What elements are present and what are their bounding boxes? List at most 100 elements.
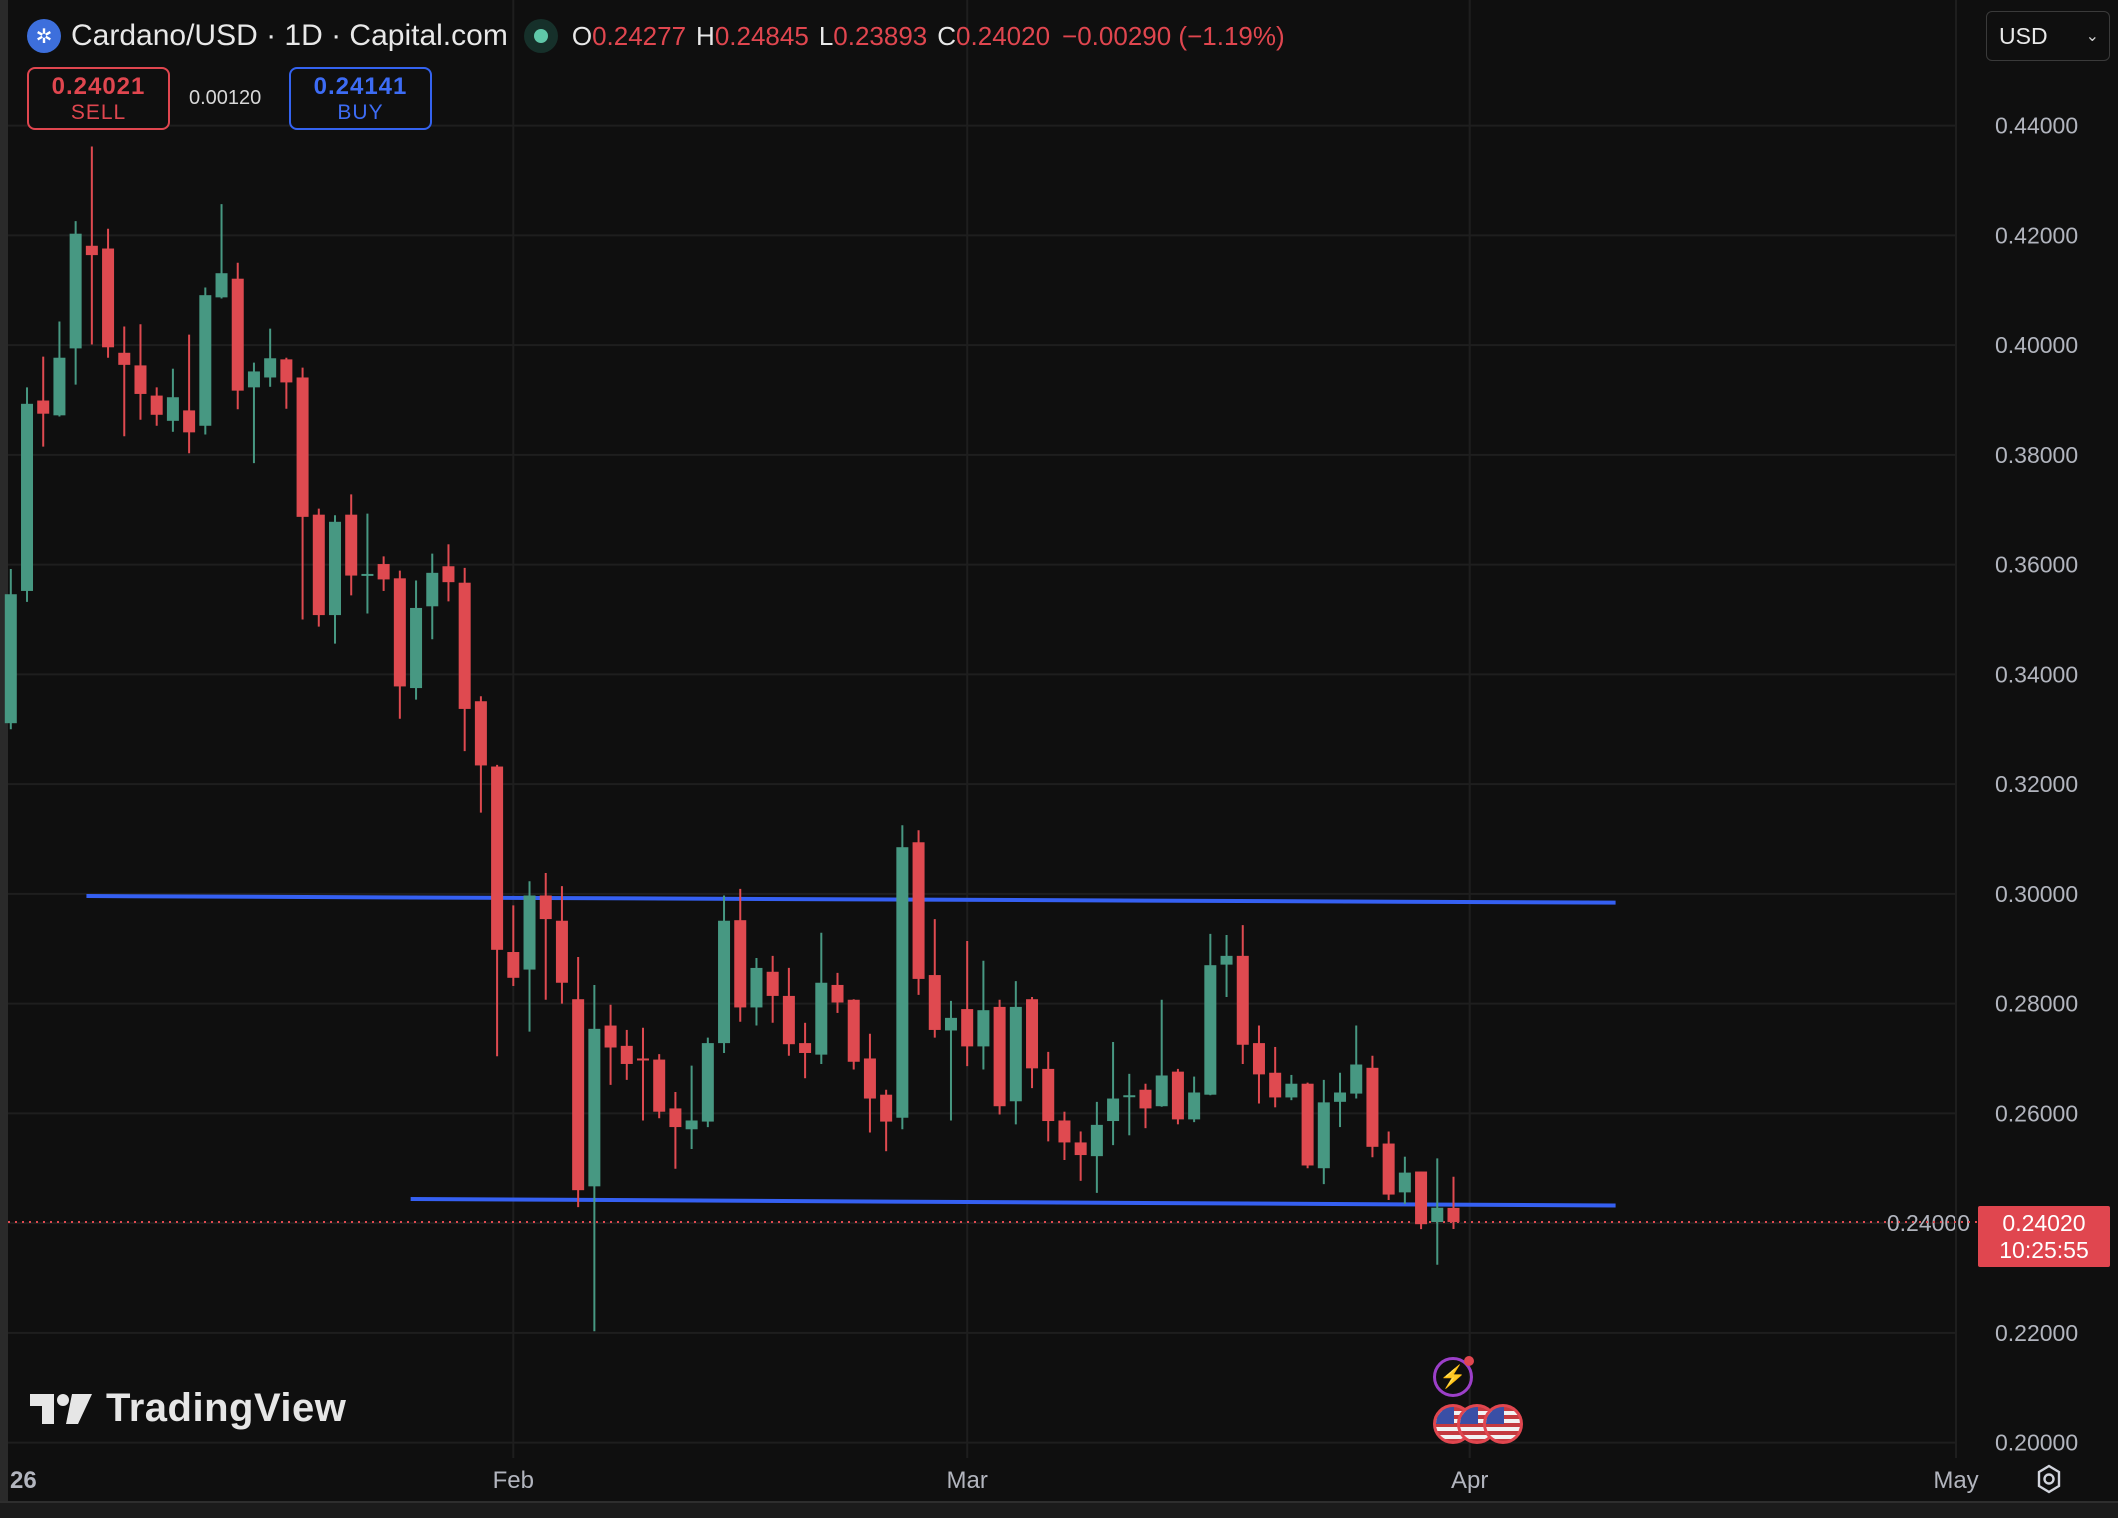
candle-down[interactable] (507, 905, 520, 987)
buy-button[interactable]: 0.24141 BUY (289, 67, 432, 130)
candle-down[interactable] (1026, 997, 1039, 1089)
candle-up[interactable] (977, 960, 990, 1070)
candle-down[interactable] (863, 1033, 876, 1133)
candle-down[interactable] (555, 886, 568, 1004)
candle-up[interactable] (1334, 1072, 1347, 1128)
candle-up[interactable] (264, 328, 277, 387)
candle-up[interactable] (1155, 999, 1168, 1107)
settings-gear-icon[interactable] (2033, 1463, 2065, 1495)
candle-down[interactable] (102, 228, 115, 358)
candle-down[interactable] (183, 334, 196, 454)
us-flag-event-icon[interactable] (1483, 1404, 1523, 1444)
event-lightning-icon[interactable]: ⚡ (1433, 1356, 1474, 1397)
tradingview-logo[interactable]: TradingView (30, 1386, 346, 1431)
candle-down[interactable] (912, 830, 925, 995)
candle-down[interactable] (442, 544, 455, 602)
candle-down[interactable] (766, 955, 779, 1023)
candle-down[interactable] (1269, 1046, 1282, 1108)
candle-up[interactable] (750, 958, 763, 1026)
candle-down[interactable] (1042, 1051, 1055, 1142)
candle-up[interactable] (215, 204, 228, 299)
candle-down[interactable] (150, 387, 163, 426)
candle-up[interactable] (426, 553, 439, 640)
candle-down[interactable] (1415, 1171, 1428, 1230)
candle-down[interactable] (1058, 1111, 1071, 1160)
candle-down[interactable] (1366, 1055, 1379, 1158)
candle-down[interactable] (1171, 1068, 1184, 1125)
candle-up[interactable] (21, 387, 34, 602)
candle-down[interactable] (1382, 1131, 1395, 1201)
candle-down[interactable] (231, 262, 244, 410)
candle-up[interactable] (4, 568, 17, 730)
candle-down[interactable] (296, 367, 309, 620)
candle-down[interactable] (474, 696, 487, 813)
candle-down[interactable] (118, 326, 131, 437)
candle-up[interactable] (523, 881, 536, 1032)
candle-up[interactable] (361, 513, 374, 614)
candle-up[interactable] (685, 1065, 698, 1150)
candle-up[interactable] (1204, 933, 1217, 1096)
horizontal-trendline[interactable] (86, 894, 1616, 905)
candle-down[interactable] (847, 999, 860, 1070)
candle-down[interactable] (928, 919, 941, 1038)
candle-down[interactable] (1301, 1082, 1314, 1169)
candle-up[interactable] (69, 221, 82, 385)
candle-down[interactable] (734, 888, 747, 1022)
candle-up[interactable] (718, 895, 731, 1053)
candle-up[interactable] (1398, 1156, 1411, 1204)
candle-down[interactable] (620, 1029, 633, 1080)
candle-down[interactable] (280, 357, 293, 409)
candle-down[interactable] (831, 972, 844, 1013)
candle-up[interactable] (1285, 1074, 1298, 1101)
candle-down[interactable] (961, 941, 974, 1067)
candle-down[interactable] (393, 570, 406, 719)
candle-up[interactable] (1009, 981, 1022, 1125)
candle-down[interactable] (1074, 1131, 1087, 1181)
candle-up[interactable] (1350, 1025, 1363, 1099)
candle-down[interactable] (539, 872, 552, 1000)
candle-down[interactable] (458, 567, 471, 752)
candle-up[interactable] (1123, 1073, 1136, 1136)
candle-down[interactable] (1139, 1083, 1152, 1129)
horizontal-trendline[interactable] (410, 1196, 1616, 1208)
candle-down[interactable] (782, 967, 795, 1056)
candle-up[interactable] (815, 932, 828, 1064)
candle-down[interactable] (85, 146, 98, 345)
candle-down[interactable] (1236, 925, 1249, 1064)
candle-down[interactable] (37, 356, 50, 447)
candle-up[interactable] (199, 287, 212, 435)
candle-up[interactable] (410, 580, 423, 700)
candle-down[interactable] (799, 1022, 812, 1079)
candle-down[interactable] (134, 324, 147, 420)
symbol-title[interactable]: Cardano/USD · 1D · Capital.com (71, 19, 508, 52)
candle-up[interactable] (896, 825, 909, 1130)
candle-down[interactable] (1447, 1176, 1460, 1229)
candle-down[interactable] (880, 1089, 893, 1152)
candle-down[interactable] (345, 494, 358, 596)
candle-up[interactable] (1188, 1076, 1201, 1123)
candle-down[interactable] (312, 508, 325, 627)
currency-select[interactable]: USD ⌄ (1986, 11, 2110, 61)
candle-down[interactable] (377, 556, 390, 591)
sell-button[interactable]: 0.24021 SELL (27, 67, 170, 130)
candle-up[interactable] (944, 1000, 957, 1121)
candle-up[interactable] (1107, 1042, 1120, 1146)
candle-down[interactable] (669, 1091, 682, 1169)
candle-up[interactable] (329, 515, 341, 644)
candle-up[interactable] (701, 1037, 714, 1128)
candle-up[interactable] (53, 321, 66, 417)
candle-down[interactable] (491, 764, 504, 1057)
candle-up[interactable] (1090, 1101, 1103, 1193)
candle-up[interactable] (1431, 1158, 1444, 1265)
candle-down[interactable] (636, 1027, 649, 1121)
candle-down[interactable] (1252, 1025, 1265, 1104)
candle-up[interactable] (1220, 935, 1233, 998)
candle-down[interactable] (993, 999, 1006, 1115)
candle-up[interactable] (166, 368, 179, 432)
candle-down[interactable] (653, 1054, 666, 1119)
candle-down[interactable] (572, 956, 585, 1208)
candle-up[interactable] (1317, 1079, 1330, 1185)
candle-up[interactable] (588, 984, 601, 1332)
candle-up[interactable] (247, 362, 260, 464)
